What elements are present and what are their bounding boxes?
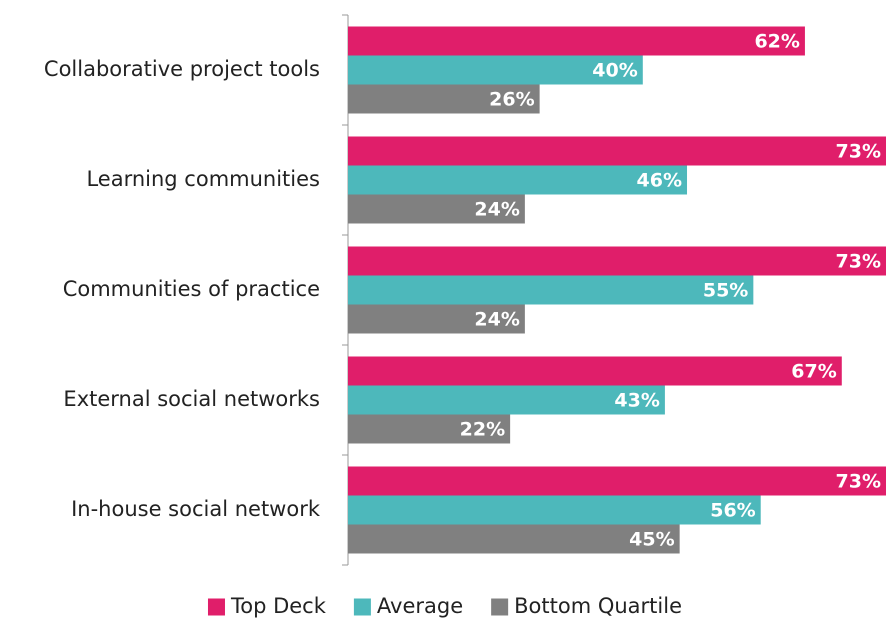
value-label: 43%: [614, 390, 659, 412]
value-label: 73%: [836, 471, 881, 493]
value-label: 46%: [637, 170, 682, 192]
category-label: Learning communities: [86, 167, 320, 191]
bar: [348, 466, 886, 496]
bar: [348, 275, 754, 305]
value-label: 62%: [754, 31, 799, 53]
legend-swatch: [353, 598, 371, 616]
value-label: 45%: [629, 529, 674, 551]
value-label: 24%: [474, 199, 519, 221]
value-label: 22%: [460, 419, 505, 441]
legend-label: Top Deck: [230, 594, 327, 618]
value-label: 73%: [836, 251, 881, 273]
bar: [348, 55, 643, 85]
bar: [348, 136, 886, 166]
value-label: 26%: [489, 89, 534, 111]
legend-label: Average: [377, 594, 463, 618]
bar: [348, 414, 511, 444]
bar: [348, 304, 525, 334]
bar: [348, 194, 525, 224]
value-label: 73%: [836, 141, 881, 163]
value-label: 40%: [592, 60, 637, 82]
legend-swatch: [491, 598, 509, 616]
bar: [348, 356, 842, 386]
category-label: Communities of practice: [63, 277, 320, 301]
value-label: 67%: [791, 361, 836, 383]
value-label: 24%: [474, 309, 519, 331]
bar: [348, 165, 688, 195]
legend-label: Bottom Quartile: [514, 594, 682, 618]
category-label: External social networks: [63, 387, 320, 411]
bar: [348, 385, 665, 415]
category-label: In-house social network: [71, 497, 321, 521]
bar: [348, 84, 540, 114]
category-label: Collaborative project tools: [44, 57, 320, 81]
bar: [348, 246, 886, 276]
value-label: 55%: [703, 280, 748, 302]
bar: [348, 495, 761, 525]
value-label: 56%: [710, 500, 755, 522]
bar: [348, 524, 680, 554]
bar: [348, 26, 805, 56]
legend-swatch: [207, 598, 225, 616]
